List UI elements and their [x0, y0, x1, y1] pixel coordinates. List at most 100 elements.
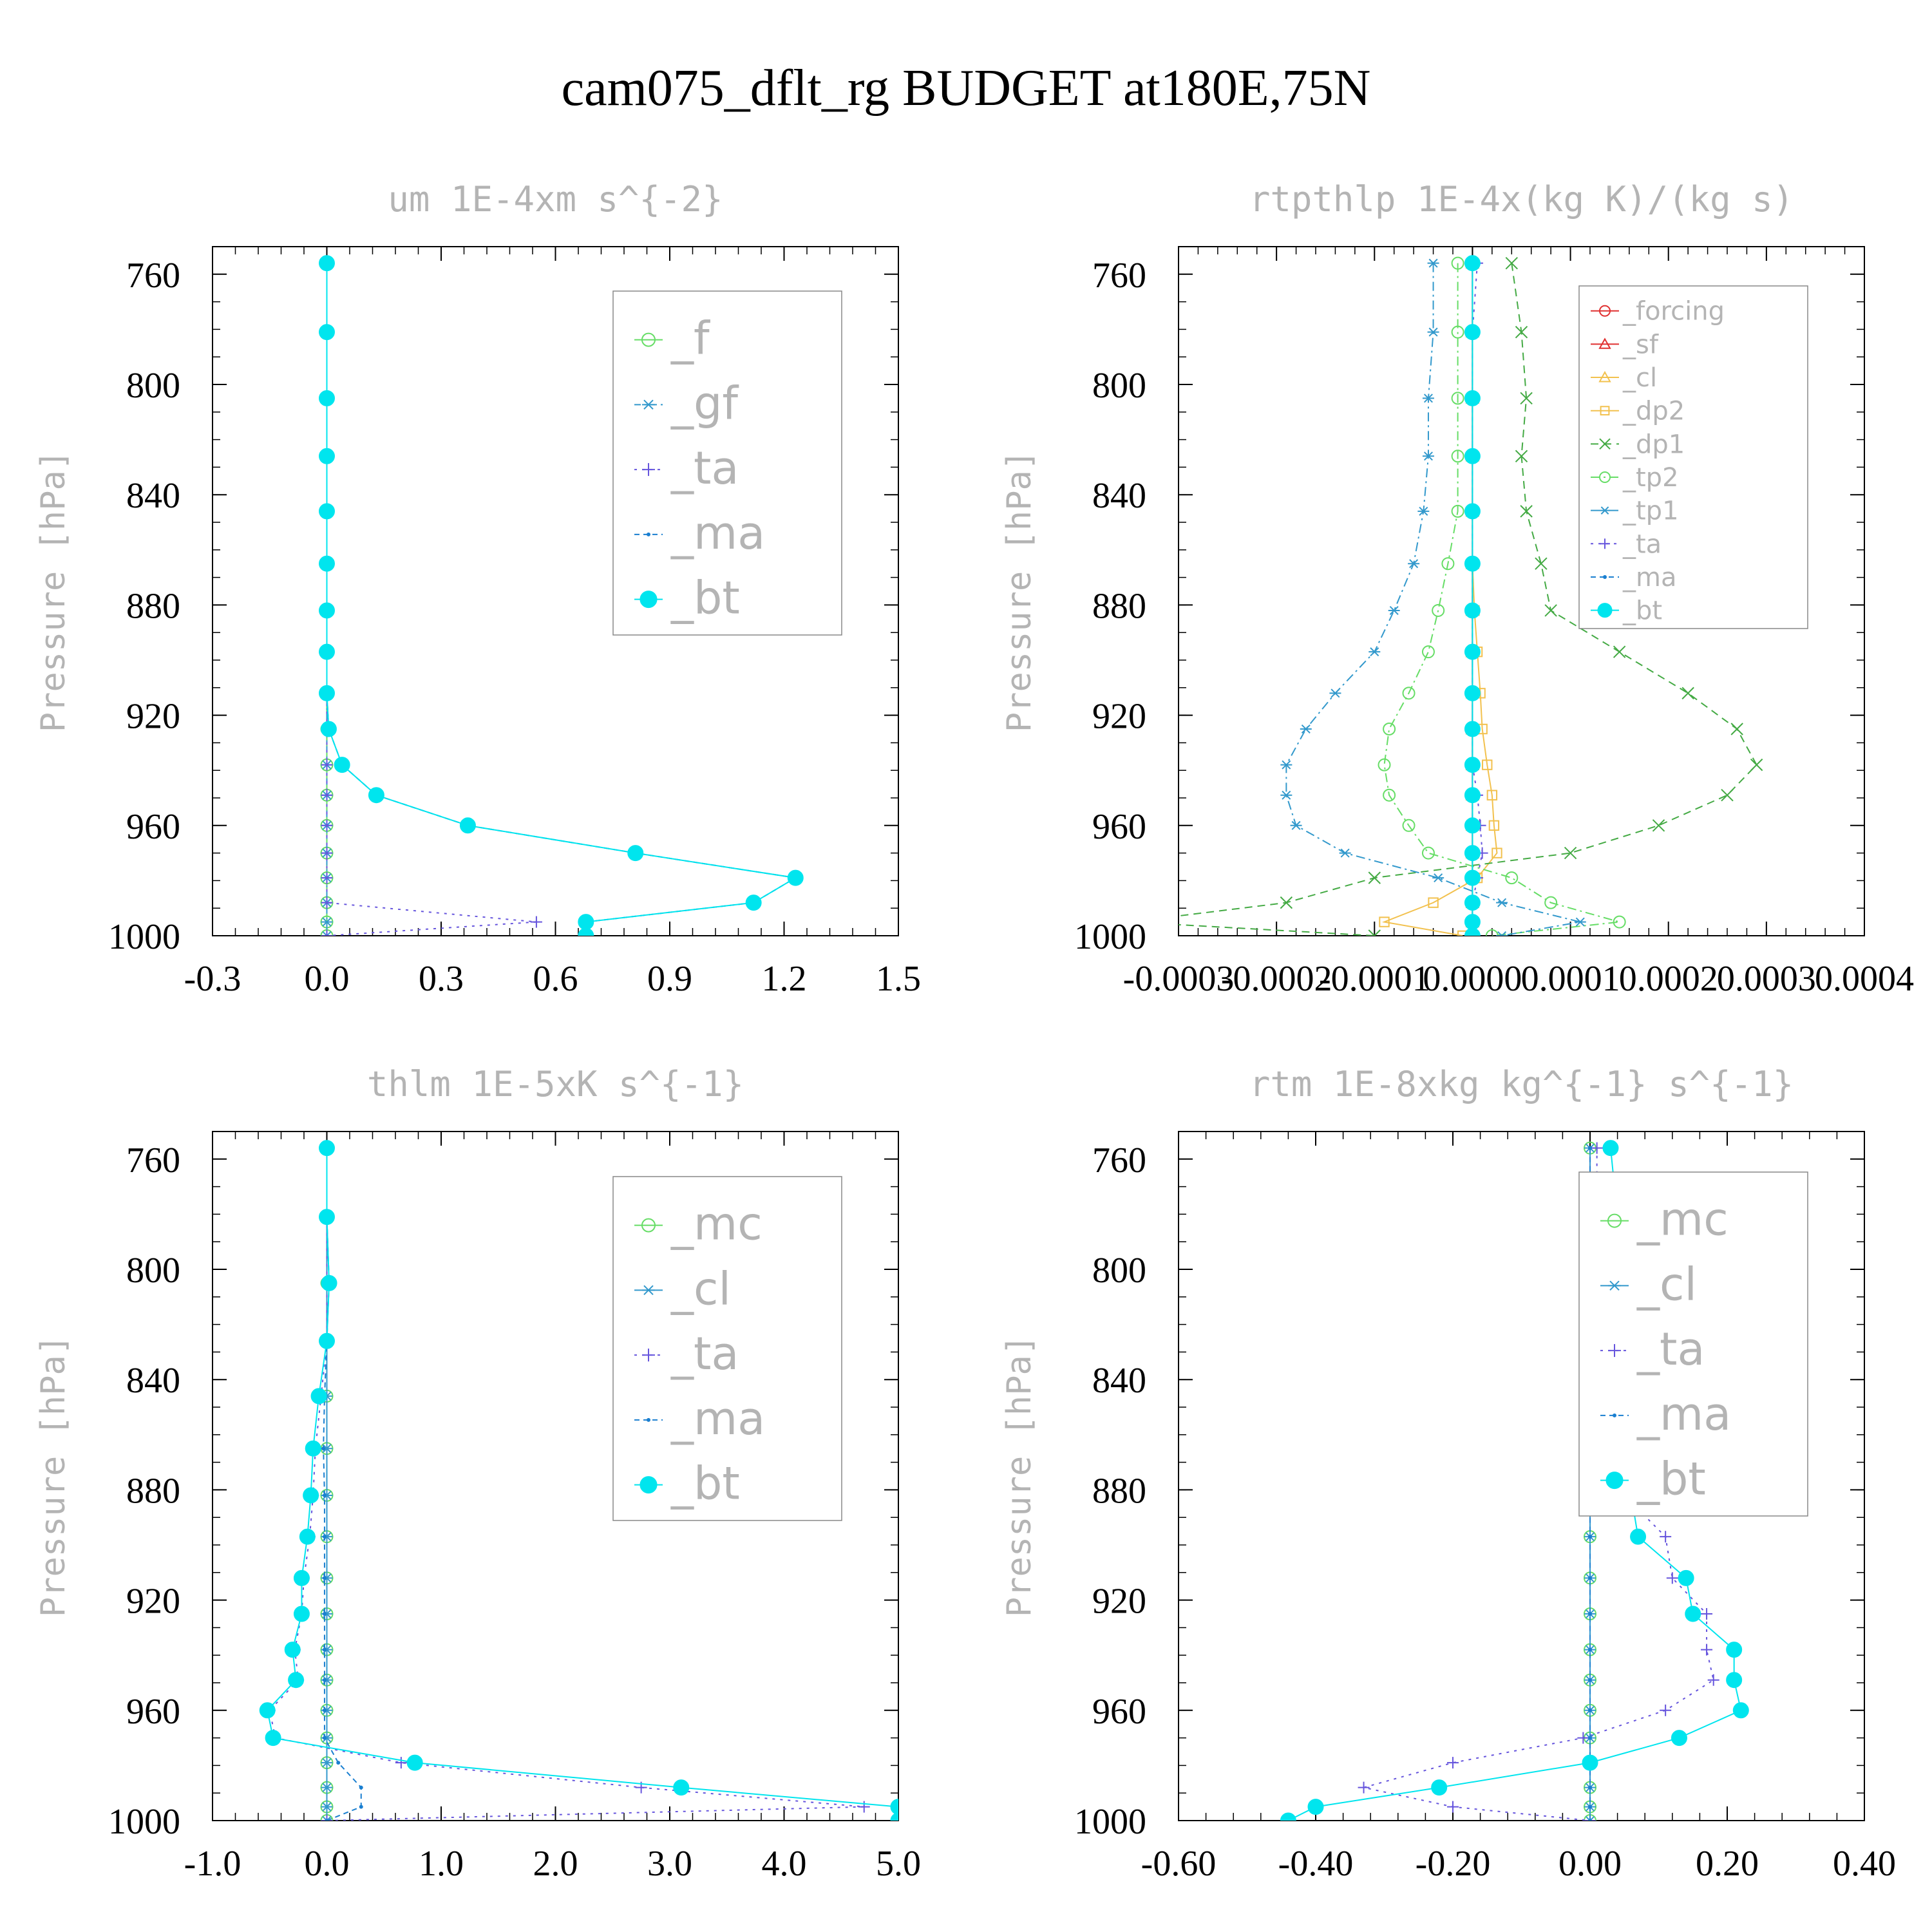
marker-triangle — [1598, 337, 1611, 349]
marker-circle — [1451, 450, 1464, 463]
y-tick-label: 840 — [126, 1361, 180, 1401]
y-axis-label: Pressure [hPa] — [34, 1335, 73, 1617]
marker-star-b — [322, 1609, 332, 1619]
marker-dot — [319, 390, 335, 406]
marker-dot — [1464, 503, 1481, 520]
x-tick-label: 0.20 — [1696, 1844, 1759, 1884]
marker-dot — [1726, 1672, 1743, 1689]
marker-dot — [1685, 1605, 1701, 1622]
marker-star-b — [322, 1733, 332, 1743]
marker-star-b — [1434, 873, 1443, 883]
marker-x-b — [1520, 505, 1533, 518]
marker-small-dot — [1588, 1146, 1592, 1150]
marker-square — [1486, 790, 1498, 800]
y-axis-label: Pressure [hPa] — [1000, 1335, 1039, 1617]
x-tick-label: 0.0003 — [1717, 959, 1816, 999]
marker-star-b — [326, 931, 332, 936]
marker-dot — [578, 914, 594, 931]
marker-star-b — [1340, 848, 1350, 858]
legend-item: _f — [634, 312, 710, 365]
marker-small-dot — [1588, 1804, 1592, 1809]
marker-dot — [1307, 1799, 1324, 1815]
x-tick-label: 0.3 — [419, 959, 464, 999]
marker-small-dot — [336, 1761, 341, 1765]
y-tick-label: 760 — [1092, 256, 1146, 296]
y-tick-label: 1000 — [108, 1802, 180, 1842]
marker-dot — [1678, 1569, 1694, 1586]
panel-title: rtm 1E-8xkg kg^{-1} s^{-1} — [1249, 1064, 1794, 1104]
y-tick-label: 960 — [1092, 1692, 1146, 1732]
marker-circle — [1441, 557, 1455, 571]
marker-star-b — [643, 399, 654, 410]
marker-circle — [1599, 471, 1611, 483]
marker-dot — [293, 1569, 310, 1586]
marker-circle — [1451, 392, 1464, 405]
marker-small-dot — [1588, 1708, 1592, 1712]
marker-circle — [641, 332, 656, 347]
series-bt — [319, 255, 804, 936]
marker-star-b — [322, 1705, 332, 1715]
legend-item: _tp2 — [1591, 463, 1679, 493]
marker-dot — [319, 1209, 335, 1226]
marker-small-dot — [325, 1819, 329, 1821]
marker-star-a — [1585, 1815, 1591, 1821]
marker-x-b — [1373, 929, 1381, 936]
marker-circle — [1378, 758, 1391, 772]
y-tick-label: 920 — [126, 697, 180, 737]
marker-dot — [406, 1754, 423, 1771]
y-tick-label: 800 — [126, 1251, 180, 1291]
marker-x-b — [1535, 557, 1548, 570]
panel-1: um 1E-4xm s^{-2} Pressure [hPa] -0.3 0.0 0.3… — [34, 179, 921, 999]
marker-star-b — [1301, 724, 1311, 734]
marker-x-b — [1613, 645, 1626, 658]
legend-item: _forcing — [1591, 297, 1725, 327]
legend-label: _bt — [670, 572, 740, 625]
legend-label: _ta — [1622, 529, 1662, 559]
marker-dot — [890, 1812, 898, 1821]
legend-item: _ta — [634, 442, 739, 495]
legend-label: _ma — [670, 507, 765, 560]
marker-dot — [319, 1332, 335, 1349]
marker-dot — [1464, 787, 1481, 804]
legend-label: _f — [670, 312, 710, 365]
marker-square — [1492, 848, 1502, 858]
marker-circle — [1544, 896, 1558, 909]
x-tick-label: -0.0001 — [1319, 959, 1430, 999]
legend-label: _bt — [670, 1457, 740, 1510]
marker-dot — [1464, 324, 1481, 341]
x-tick-label: 1.2 — [762, 959, 807, 999]
legend-label: _ta — [1636, 1323, 1705, 1376]
legend-label: _tp2 — [1622, 463, 1679, 493]
marker-x-b — [1544, 604, 1557, 617]
marker-dot — [1464, 390, 1481, 406]
x-tick-label: 0.0 — [305, 959, 350, 999]
legend-label: _cl — [670, 1262, 731, 1315]
marker-dot — [1464, 845, 1481, 862]
series-tp2 — [1378, 256, 1626, 936]
marker-square — [1428, 897, 1439, 908]
marker-square — [1457, 930, 1468, 936]
marker-x-b — [1721, 789, 1734, 802]
marker-square — [1379, 916, 1390, 927]
x-tick-label: 0.40 — [1833, 1844, 1896, 1884]
legend-item: _bt — [1600, 1453, 1706, 1506]
marker-dot — [890, 1799, 898, 1815]
marker-x-b — [1564, 846, 1577, 860]
x-tick-label: 0.0001 — [1521, 959, 1620, 999]
marker-dot — [1597, 603, 1613, 618]
legend-item: _sf — [1591, 330, 1659, 359]
legend-label: _cl — [1636, 1258, 1697, 1311]
legend-item: _ma — [634, 507, 765, 560]
marker-x-b — [1652, 819, 1665, 832]
y-tick-label: 960 — [1092, 807, 1146, 847]
marker-dot — [319, 602, 335, 619]
marker-small-dot — [1588, 1678, 1592, 1682]
marker-x-b — [1599, 438, 1611, 450]
x-tick-label: 0.00 — [1558, 1844, 1622, 1884]
marker-dot — [1464, 895, 1481, 911]
marker-small-dot — [647, 532, 650, 536]
marker-triangle — [1598, 370, 1611, 383]
y-axis-label: Pressure [hPa] — [34, 450, 73, 732]
marker-star-b — [322, 1645, 332, 1654]
marker-dot — [334, 757, 350, 773]
